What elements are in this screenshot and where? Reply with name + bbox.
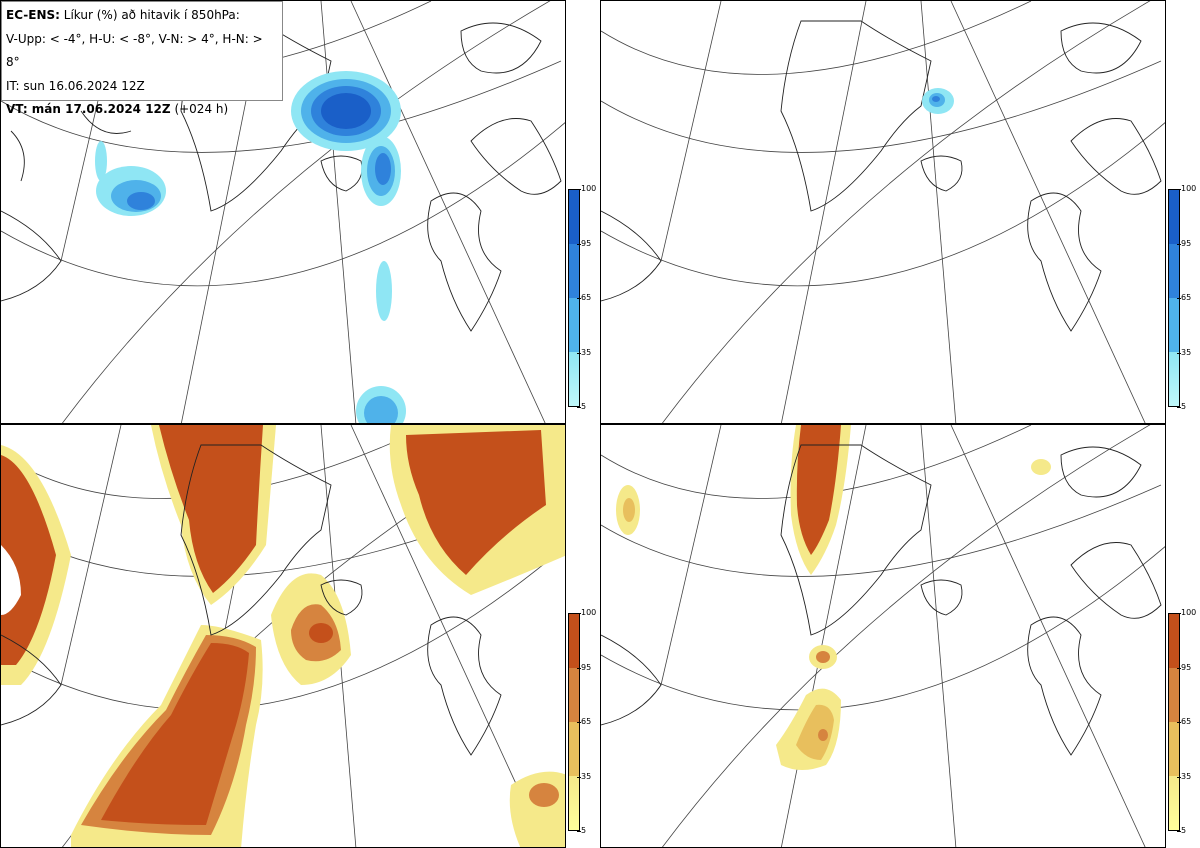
colorbar-tick-label: 5 [581,826,587,835]
colorbar-tick-mark [577,352,581,354]
colorbar-tick-mark [577,776,581,778]
info-line-2: V-Upp: < -4°, H-U: < -8°, V-N: > 4°, H-N… [6,31,263,70]
colorbar-tick-mark [1177,298,1181,299]
colorbar-tick-mark [1177,189,1181,190]
colorbar-tick-mark [577,243,581,245]
colorbar-tick-label: 65 [1181,717,1192,726]
colorbar-tick-label: 65 [581,293,592,302]
colorbar-tick-mark [577,298,581,299]
colorbar-tick-label: 95 [581,238,592,248]
colorbar-tick-mark [1177,667,1181,669]
colorbar-tick-mark [1177,407,1181,408]
map-panel-top-left: EC-ENS: Líkur (%) að hitavik í 850hPa: V… [0,0,566,424]
colorbar-tick-mark [1177,613,1181,614]
colorbar-tick-mark [577,189,581,190]
colorbar-tick-label: 65 [1181,293,1192,302]
colorbar-tick-label: 65 [581,717,592,726]
colorbar-tick-label: 5 [1181,826,1187,835]
colorbar-tick-mark [577,722,581,723]
colorbar-tick-mark [1177,243,1181,245]
map-panel-bottom-left [0,424,566,848]
colorbar-tick-label: 5 [1181,402,1187,411]
colorbar-tick-label: 95 [1181,662,1192,672]
map-canvas [601,425,1165,847]
info-line-3: IT: sun 16.06.2024 12Z [6,78,145,93]
colorbar-tick-mark [1177,776,1181,778]
colorbar-tick-label: 95 [1181,238,1192,248]
colorbar-tick-label: 35 [1181,347,1192,357]
info-line-1: EC-ENS: Líkur (%) að hitavik í 850hPa: [6,8,240,22]
colorbar-blue-left: 100 95 65 35 5 [568,185,598,411]
colorbar-tick-label: 35 [581,771,592,781]
colorbar-tick-label: 95 [581,662,592,672]
colorbar-tick-label: 100 [1181,184,1197,193]
map-panel-bottom-right [600,424,1166,848]
map-canvas [601,1,1165,423]
colorbar-tick-label: 35 [1181,771,1192,781]
colorbar-tick-mark [1177,352,1181,354]
map-canvas [1,1,565,423]
colorbar-tick-mark [577,613,581,614]
info-line-4: VT: mán 17.06.2024 12Z (+024 h) [6,102,229,116]
colorbar-tick-mark [1177,722,1181,723]
map-panel-top-right [600,0,1166,424]
colorbar-tick-mark [577,831,581,832]
colorbar-tick-mark [577,407,581,408]
colorbar-orange-right: 100 95 65 35 5 [1168,609,1198,835]
forecast-info-box: EC-ENS: Líkur (%) að hitavik í 850hPa: V… [1,1,283,116]
colorbar-blue-right: 100 95 65 35 5 [1168,185,1198,411]
map-canvas [1,425,565,847]
colorbar-tick-label: 100 [581,608,597,617]
colorbar-tick-mark [577,667,581,669]
colorbar-tick-label: 100 [1181,608,1197,617]
colorbar-orange-left: 100 95 65 35 5 [568,609,598,835]
colorbar-tick-label: 100 [581,184,597,193]
colorbar-tick-label: 35 [581,347,592,357]
colorbar-tick-mark [1177,831,1181,832]
colorbar-tick-label: 5 [581,402,587,411]
